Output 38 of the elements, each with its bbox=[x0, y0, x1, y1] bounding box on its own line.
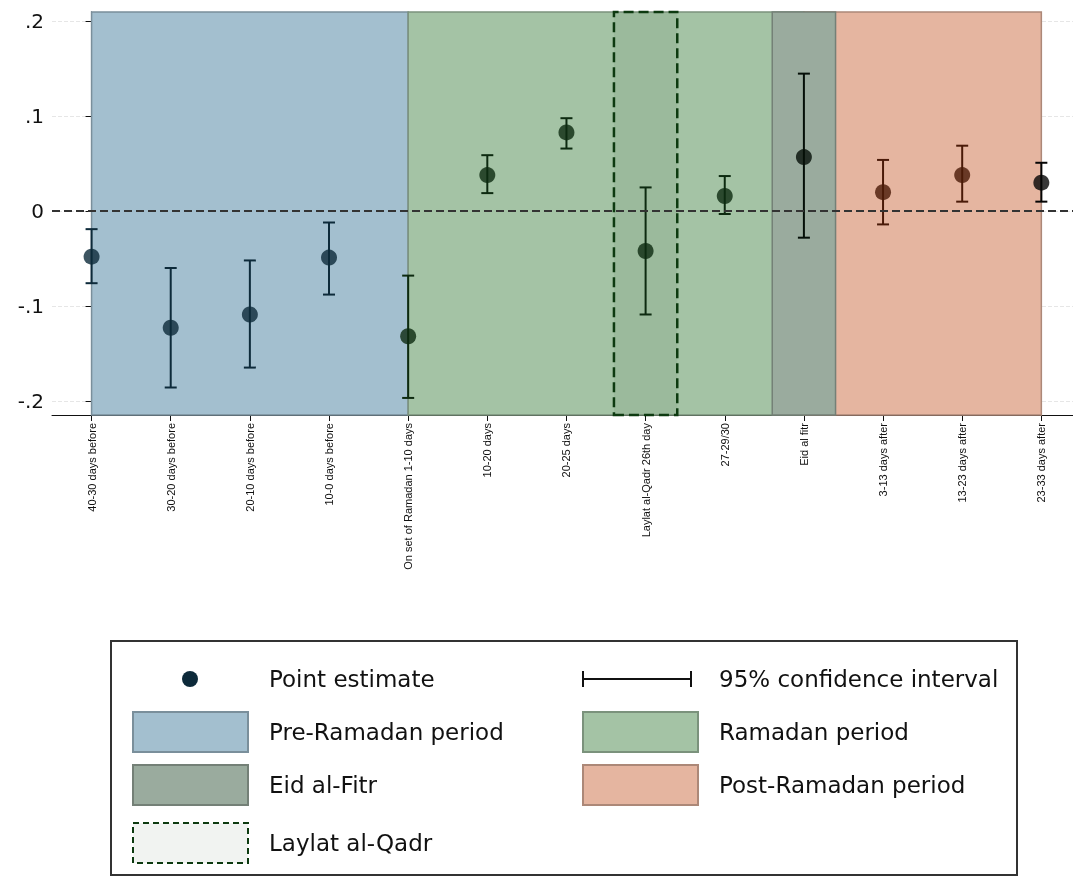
y-tick-label: .1 bbox=[24, 104, 44, 129]
x-tick-label: 13-23 days after bbox=[956, 422, 969, 503]
x-tick-label: On set of Ramadan 1-10 days bbox=[402, 422, 415, 570]
point bbox=[479, 167, 496, 184]
x-tick-label: 20-10 days before bbox=[243, 423, 256, 512]
legend-label: Post-Ramadan period bbox=[719, 771, 966, 798]
point bbox=[1033, 174, 1050, 191]
y-tick-label: .2 bbox=[24, 9, 44, 34]
legend-label: Ramadan period bbox=[719, 718, 909, 745]
point bbox=[241, 306, 258, 323]
legend-label: Pre-Ramadan period bbox=[269, 718, 504, 745]
point bbox=[795, 149, 812, 166]
y-tick-label: -.2 bbox=[17, 388, 44, 413]
point bbox=[716, 187, 733, 204]
x-tick-label: 30-20 days before bbox=[164, 423, 177, 512]
x-tick-label: 10-0 days before bbox=[323, 423, 336, 506]
point bbox=[321, 249, 338, 266]
x-tick-label: 3-13 days after bbox=[877, 422, 890, 497]
y-tick-label: 0 bbox=[31, 199, 44, 224]
legend-label: Eid al-Fitr bbox=[269, 771, 378, 798]
text: Point estimate bbox=[269, 665, 435, 692]
x-tick-label: 23-33 days after bbox=[1035, 422, 1048, 503]
x-tick-label: 20-25 days bbox=[560, 422, 573, 478]
point bbox=[875, 184, 892, 201]
point bbox=[83, 248, 100, 265]
x-tick-label: Laylat al-Qadr 26th day bbox=[639, 422, 652, 538]
x-tick-label: Eid al fitr bbox=[797, 422, 810, 466]
point bbox=[954, 167, 971, 184]
point bbox=[637, 242, 654, 259]
point bbox=[558, 124, 575, 141]
x-tick-label: 27-29/30 bbox=[718, 423, 731, 467]
point bbox=[400, 328, 417, 345]
x-tick-label: 40-30 days before bbox=[85, 423, 98, 512]
point bbox=[162, 319, 179, 336]
x-tick-label: 10-20 days bbox=[481, 422, 494, 478]
text: 95% confidence interval bbox=[719, 665, 999, 692]
legend-label: Laylat al-Qadr bbox=[269, 829, 433, 856]
y-tick-label: -.1 bbox=[17, 293, 44, 318]
